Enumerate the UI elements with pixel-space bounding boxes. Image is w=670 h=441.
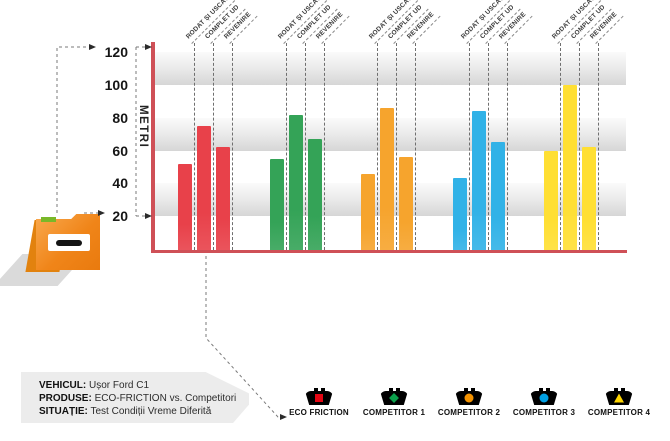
bar bbox=[269, 158, 284, 250]
info-row: SITUAȚIE: Test Condiții Vreme Diferită bbox=[39, 406, 212, 417]
bar-guide-dashed-line bbox=[304, 43, 306, 250]
bar bbox=[563, 85, 577, 250]
y-tick-label: 40 bbox=[112, 175, 128, 192]
car-icon bbox=[605, 388, 633, 405]
folder-icon bbox=[0, 206, 106, 290]
bar-guide-dashed-line bbox=[579, 43, 580, 250]
bar bbox=[361, 173, 375, 250]
bar-guide-dashed-line bbox=[506, 43, 508, 250]
info-row-label: SITUAȚIE: bbox=[39, 406, 88, 417]
legend: ECO FRICTION COMPETITOR 1 COMPETITOR 2 COMP… bbox=[287, 388, 651, 417]
info-box: VEHICUL: Ușor Ford C1 PRODUSE: ECO-FRICTI… bbox=[21, 372, 249, 423]
y-tick-label: 100 bbox=[104, 77, 128, 93]
square-marker-icon bbox=[315, 393, 323, 402]
circle-marker-icon bbox=[539, 393, 549, 403]
bar bbox=[490, 142, 505, 250]
y-axis-title: METRI bbox=[137, 105, 149, 149]
car-mirror-icon bbox=[314, 388, 318, 393]
legend-item: COMPETITOR 1 bbox=[362, 388, 426, 417]
bar bbox=[380, 107, 394, 250]
bar-guide-dashed-line bbox=[396, 43, 397, 250]
car-icon bbox=[305, 388, 333, 405]
car-mirror-icon bbox=[621, 388, 625, 393]
info-row: VEHICUL: Ușor Ford C1 bbox=[39, 380, 150, 391]
x-axis-line bbox=[151, 250, 627, 253]
bar bbox=[452, 178, 467, 250]
legend-item: ECO FRICTION bbox=[287, 388, 351, 417]
car-mirror-icon bbox=[614, 388, 618, 393]
folder-to-120-line bbox=[56, 46, 88, 213]
bar-guide-dashed-line bbox=[377, 43, 378, 250]
legend-item: COMPETITOR 3 bbox=[512, 388, 576, 417]
bar bbox=[307, 139, 322, 250]
car-icon bbox=[530, 388, 558, 405]
grid-band bbox=[155, 52, 626, 85]
car-icon bbox=[380, 388, 408, 405]
bar bbox=[216, 147, 230, 250]
car-mirror-icon bbox=[539, 388, 543, 393]
y-tick-label: 60 bbox=[112, 142, 128, 159]
y-tick-label: 120 bbox=[104, 44, 128, 61]
bar-guide-dashed-line bbox=[323, 43, 325, 250]
bar-guide-dashed-line bbox=[285, 43, 287, 250]
y-axis-line bbox=[151, 42, 155, 253]
y-tick-label: 20 bbox=[112, 208, 128, 225]
car-mirror-icon bbox=[464, 388, 468, 393]
bar bbox=[582, 147, 596, 250]
bar-guide-dashed-line bbox=[560, 43, 561, 250]
legend-item: COMPETITOR 4 bbox=[587, 388, 651, 417]
legend-label: ECO FRICTION bbox=[289, 408, 349, 417]
bar bbox=[288, 114, 303, 250]
bar bbox=[399, 157, 413, 250]
legend-label: COMPETITOR 4 bbox=[587, 408, 651, 417]
legend-label: COMPETITOR 2 bbox=[437, 408, 501, 417]
bar-guide-dashed-line bbox=[468, 43, 470, 250]
bar bbox=[197, 126, 211, 250]
plot-area bbox=[155, 43, 626, 250]
info-row: PRODUSE: ECO-FRICTION vs. Competitori bbox=[39, 393, 237, 404]
y-tick-label: 80 bbox=[112, 109, 128, 126]
bar-guide-dashed-line bbox=[194, 43, 195, 250]
bar-guide-dashed-line bbox=[232, 43, 233, 250]
car-mirror-icon bbox=[546, 388, 550, 393]
bar bbox=[178, 163, 192, 250]
bar-guide-dashed-line bbox=[415, 43, 416, 250]
circle-marker-icon bbox=[464, 393, 474, 403]
bar bbox=[471, 111, 486, 250]
minus-icon bbox=[56, 240, 82, 246]
folder-label bbox=[48, 234, 90, 251]
legend-label: COMPETITOR 1 bbox=[362, 408, 426, 417]
car-icon bbox=[455, 388, 483, 405]
bar-guide-dashed-line bbox=[487, 43, 489, 250]
triangle-marker-icon bbox=[614, 393, 624, 403]
legend-item: COMPETITOR 2 bbox=[437, 388, 501, 417]
car-mirror-icon bbox=[396, 388, 400, 393]
bar bbox=[544, 150, 558, 250]
car-mirror-icon bbox=[389, 388, 393, 393]
car-mirror-icon bbox=[321, 388, 325, 393]
folder-green-tab bbox=[41, 217, 56, 222]
info-row-label: VEHICUL: bbox=[39, 380, 87, 391]
legend-label: COMPETITOR 3 bbox=[512, 408, 576, 417]
bar-guide-dashed-line bbox=[213, 43, 214, 250]
car-mirror-icon bbox=[471, 388, 475, 393]
info-row-label: PRODUSE: bbox=[39, 393, 92, 404]
bar-guide-dashed-line bbox=[598, 43, 599, 250]
